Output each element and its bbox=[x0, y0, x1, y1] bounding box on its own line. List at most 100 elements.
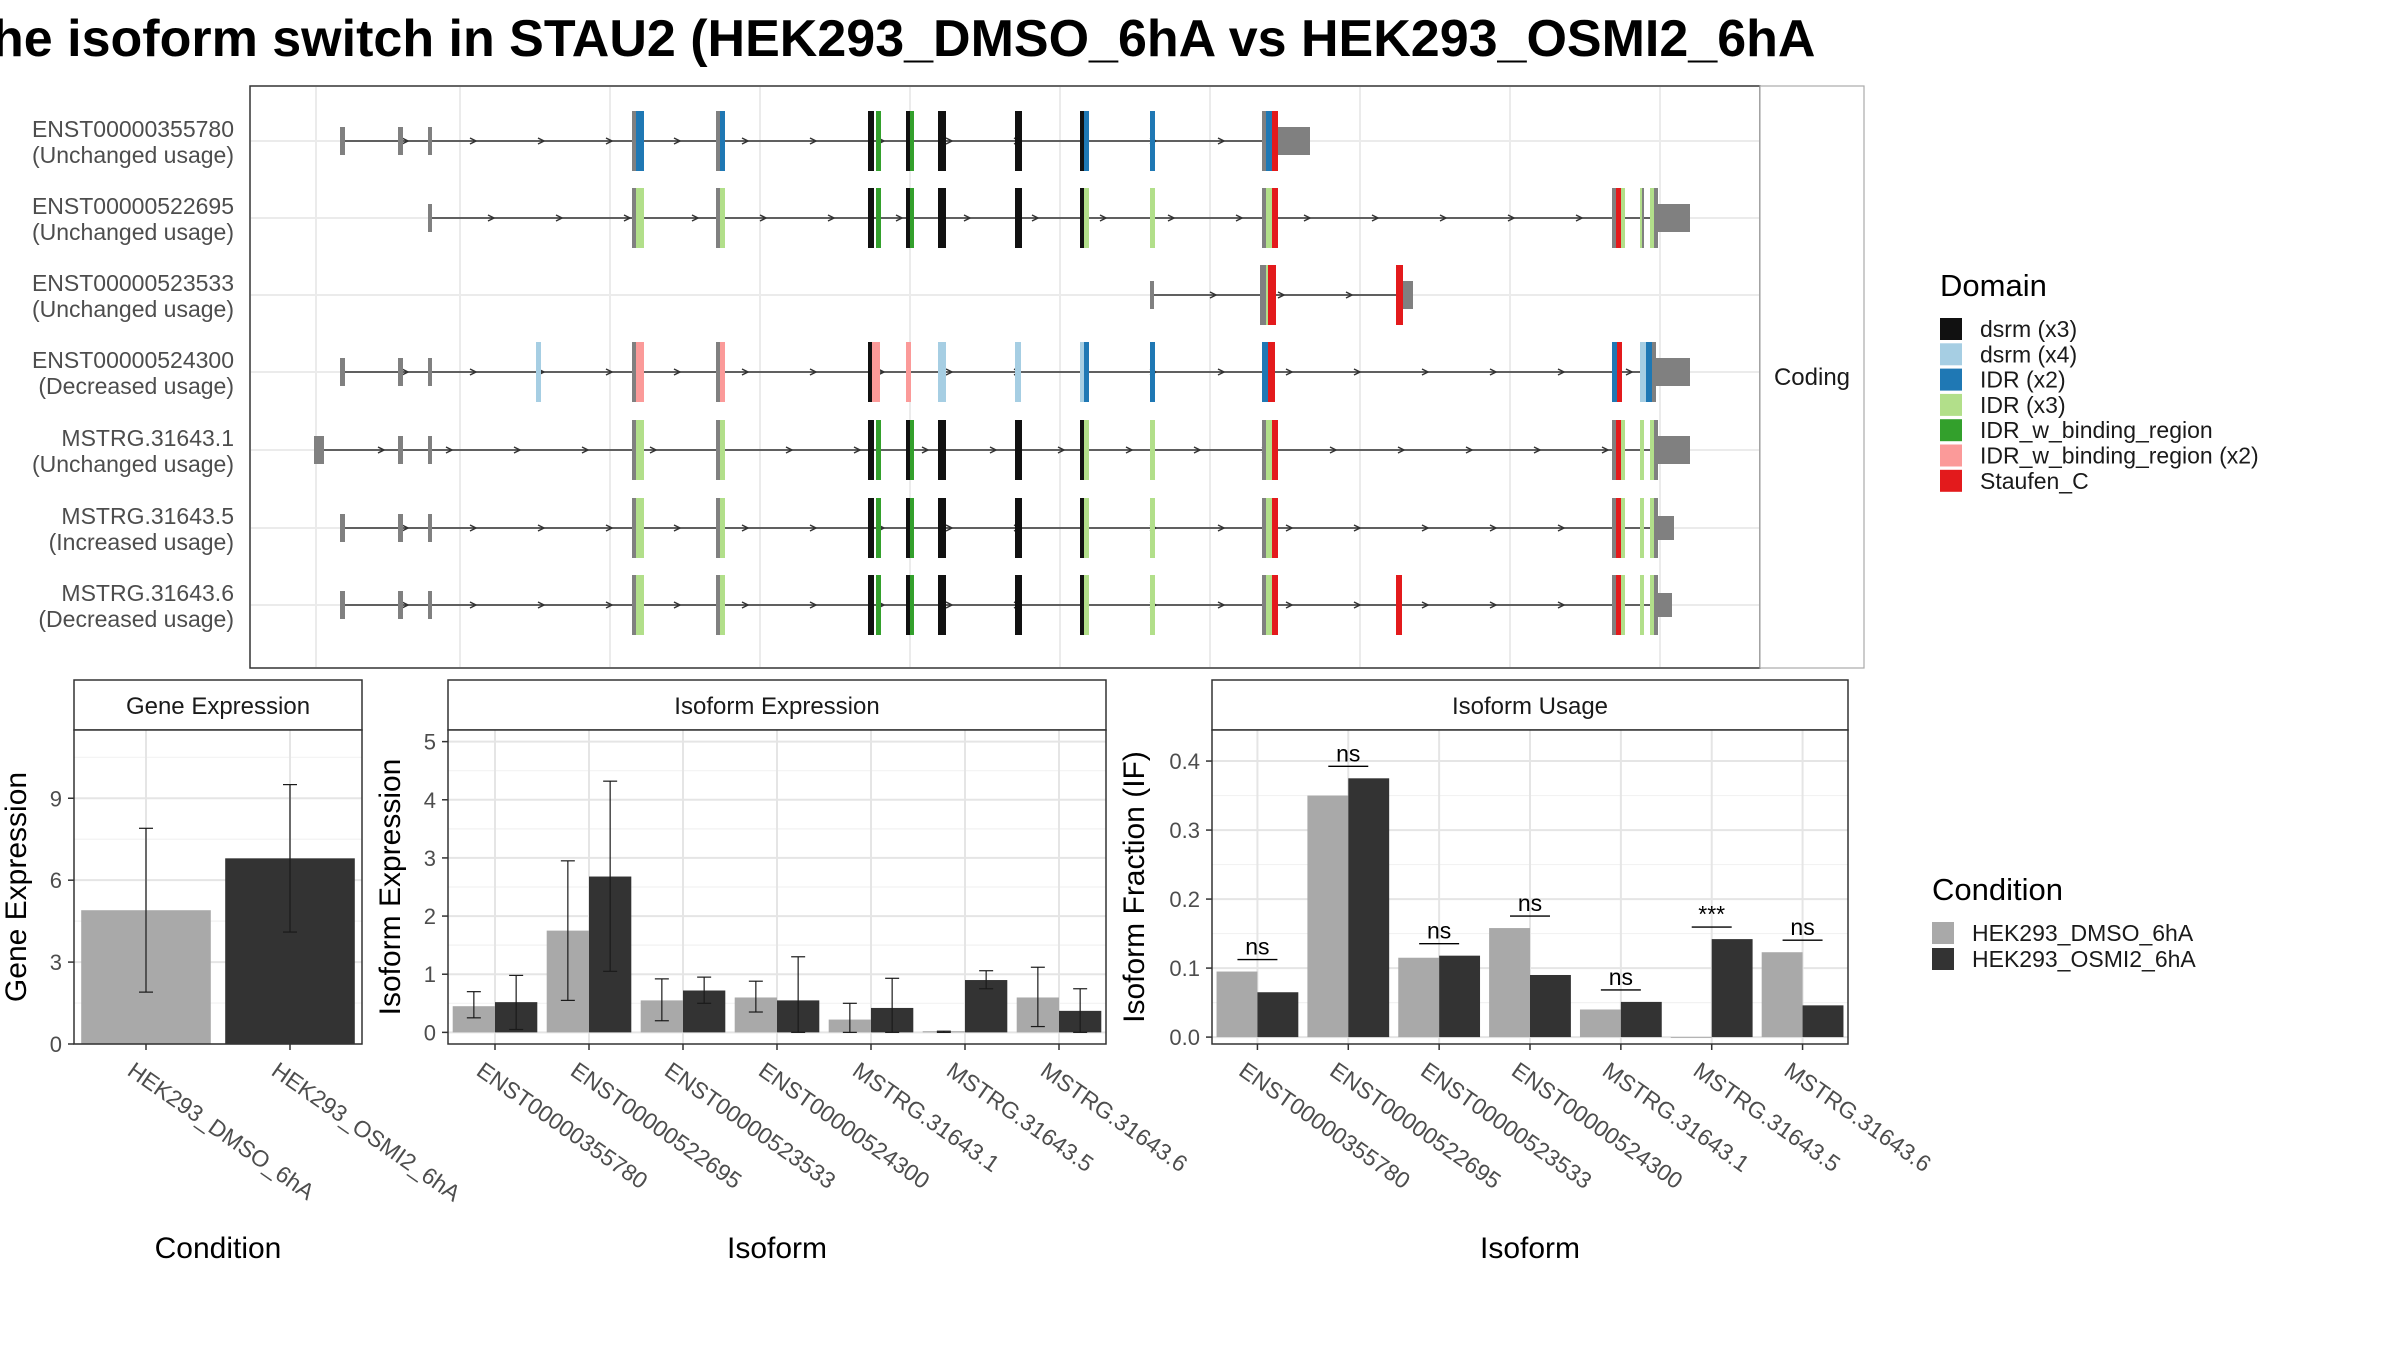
exon-block bbox=[1150, 111, 1155, 171]
bar bbox=[1489, 928, 1530, 1038]
exon-block bbox=[314, 436, 324, 464]
strand-arrow bbox=[1031, 214, 1040, 222]
exon-block bbox=[1403, 281, 1413, 309]
x-tick-label: ENST00000524300 bbox=[754, 1057, 934, 1194]
exon-block bbox=[1650, 188, 1655, 248]
exon-block bbox=[1262, 575, 1268, 635]
transcript-row bbox=[251, 498, 1759, 558]
exon-block bbox=[1262, 498, 1268, 558]
exon-block bbox=[636, 575, 644, 635]
exon-block bbox=[910, 420, 914, 480]
strand-arrow bbox=[895, 214, 904, 222]
legend-swatch bbox=[1932, 922, 1954, 944]
exon-block bbox=[868, 498, 874, 558]
exon-block bbox=[1654, 420, 1658, 480]
legend-label: IDR_w_binding_region (x2) bbox=[1980, 443, 2259, 469]
bar bbox=[1348, 778, 1390, 1038]
strand-arrow bbox=[1439, 214, 1448, 222]
exon-block bbox=[1015, 188, 1022, 248]
exon-block bbox=[906, 342, 911, 402]
exon-block bbox=[1266, 498, 1272, 558]
strand-arrow bbox=[1345, 291, 1354, 299]
legend-swatch bbox=[1940, 393, 1962, 416]
bar bbox=[1398, 957, 1440, 1038]
structure-panel-border bbox=[249, 85, 1761, 669]
strand-arrow bbox=[809, 524, 818, 532]
significance-label: ns bbox=[1609, 964, 1633, 990]
strand-arrow bbox=[809, 601, 818, 609]
exon-block bbox=[1658, 436, 1690, 464]
legend-label: HEK293_OSMI2_6hA bbox=[1972, 946, 2196, 972]
isoform-label-id: ENST00000355780 bbox=[32, 116, 234, 142]
strand-arrow bbox=[1421, 601, 1430, 609]
exon-block bbox=[428, 204, 432, 232]
strand-arrow bbox=[1557, 368, 1566, 376]
exon-block bbox=[1396, 575, 1402, 635]
condition-legend: Condition HEK293_DMSO_6hAHEK293_OSMI2_6h… bbox=[1932, 872, 2196, 972]
exon-block bbox=[720, 188, 725, 248]
transcript-structure-panel: ENST00000355780(Unchanged usage)ENST0000… bbox=[32, 85, 1865, 669]
strand-arrow bbox=[1217, 601, 1226, 609]
strand-arrow bbox=[537, 524, 546, 532]
domain-legend-items: dsrm (x3)dsrm (x4)IDR (x2)IDR (x3)IDR_w_… bbox=[1940, 316, 2259, 494]
exon-block bbox=[720, 342, 725, 402]
strand-arrow bbox=[1099, 214, 1108, 222]
strand-arrow bbox=[945, 601, 954, 609]
exon-block bbox=[720, 575, 725, 635]
strand-arrow bbox=[605, 601, 614, 609]
exon-block bbox=[910, 575, 914, 635]
strand-arrow bbox=[691, 214, 700, 222]
exon-block bbox=[716, 420, 720, 480]
strand-arrow bbox=[1489, 524, 1498, 532]
exon-block bbox=[1084, 111, 1089, 171]
strand-arrow bbox=[623, 214, 632, 222]
strand-arrow bbox=[989, 446, 998, 454]
exon-block bbox=[398, 514, 403, 542]
isoform-label-id: MSTRG.31643.5 bbox=[61, 503, 234, 529]
exon-block bbox=[398, 591, 403, 619]
y-tick-label: 3 bbox=[50, 950, 62, 975]
exon-block bbox=[1656, 358, 1690, 386]
exon-block bbox=[636, 420, 644, 480]
figure-title: he isoform switch in STAU2 (HEK293_DMSO_… bbox=[0, 10, 1815, 68]
exon-block bbox=[1262, 342, 1268, 402]
exon-block bbox=[868, 111, 874, 171]
isoform-label-usage: (Unchanged usage) bbox=[32, 296, 234, 322]
y-axis-title: Isoform Expression bbox=[374, 759, 407, 1016]
exon-block bbox=[1650, 420, 1655, 480]
strand-arrow bbox=[513, 446, 522, 454]
strand-arrow bbox=[945, 137, 954, 145]
isoform-label-usage: (Unchanged usage) bbox=[32, 219, 234, 245]
exon-block bbox=[868, 575, 874, 635]
exon-block bbox=[1612, 498, 1616, 558]
legend-label: dsrm (x4) bbox=[1980, 341, 2077, 367]
strand-arrow bbox=[469, 137, 478, 145]
exon-block bbox=[872, 342, 880, 402]
y-tick-label: 3 bbox=[424, 846, 436, 871]
transcript-row bbox=[251, 342, 1759, 402]
exon-block bbox=[1260, 265, 1266, 325]
exon-block bbox=[938, 342, 946, 402]
significance-label: ns bbox=[1336, 740, 1360, 766]
strand-arrow bbox=[1489, 601, 1498, 609]
exon-block bbox=[428, 514, 432, 542]
legend-label: IDR (x3) bbox=[1980, 392, 2066, 418]
exon-block bbox=[720, 420, 725, 480]
exon-block bbox=[1612, 575, 1616, 635]
strand-arrow bbox=[537, 137, 546, 145]
strand-arrow bbox=[1533, 446, 1542, 454]
y-tick-label: 0.3 bbox=[1169, 818, 1200, 843]
x-tick-label: ENST00000523533 bbox=[660, 1057, 840, 1194]
isoform-label-id: MSTRG.31643.6 bbox=[61, 580, 234, 606]
structure-row-labels: ENST00000355780(Unchanged usage)ENST0000… bbox=[32, 116, 234, 632]
exon-block bbox=[1272, 498, 1278, 558]
chart-panel-border bbox=[73, 729, 363, 1045]
exon-block bbox=[1654, 575, 1658, 635]
strand-arrow bbox=[1625, 368, 1634, 376]
strand-arrow bbox=[469, 601, 478, 609]
significance-label: ns bbox=[1790, 914, 1814, 940]
y-tick-label: 0.2 bbox=[1169, 887, 1200, 912]
x-axis-title: Isoform bbox=[1480, 1232, 1580, 1265]
strand-arrow bbox=[1397, 446, 1406, 454]
